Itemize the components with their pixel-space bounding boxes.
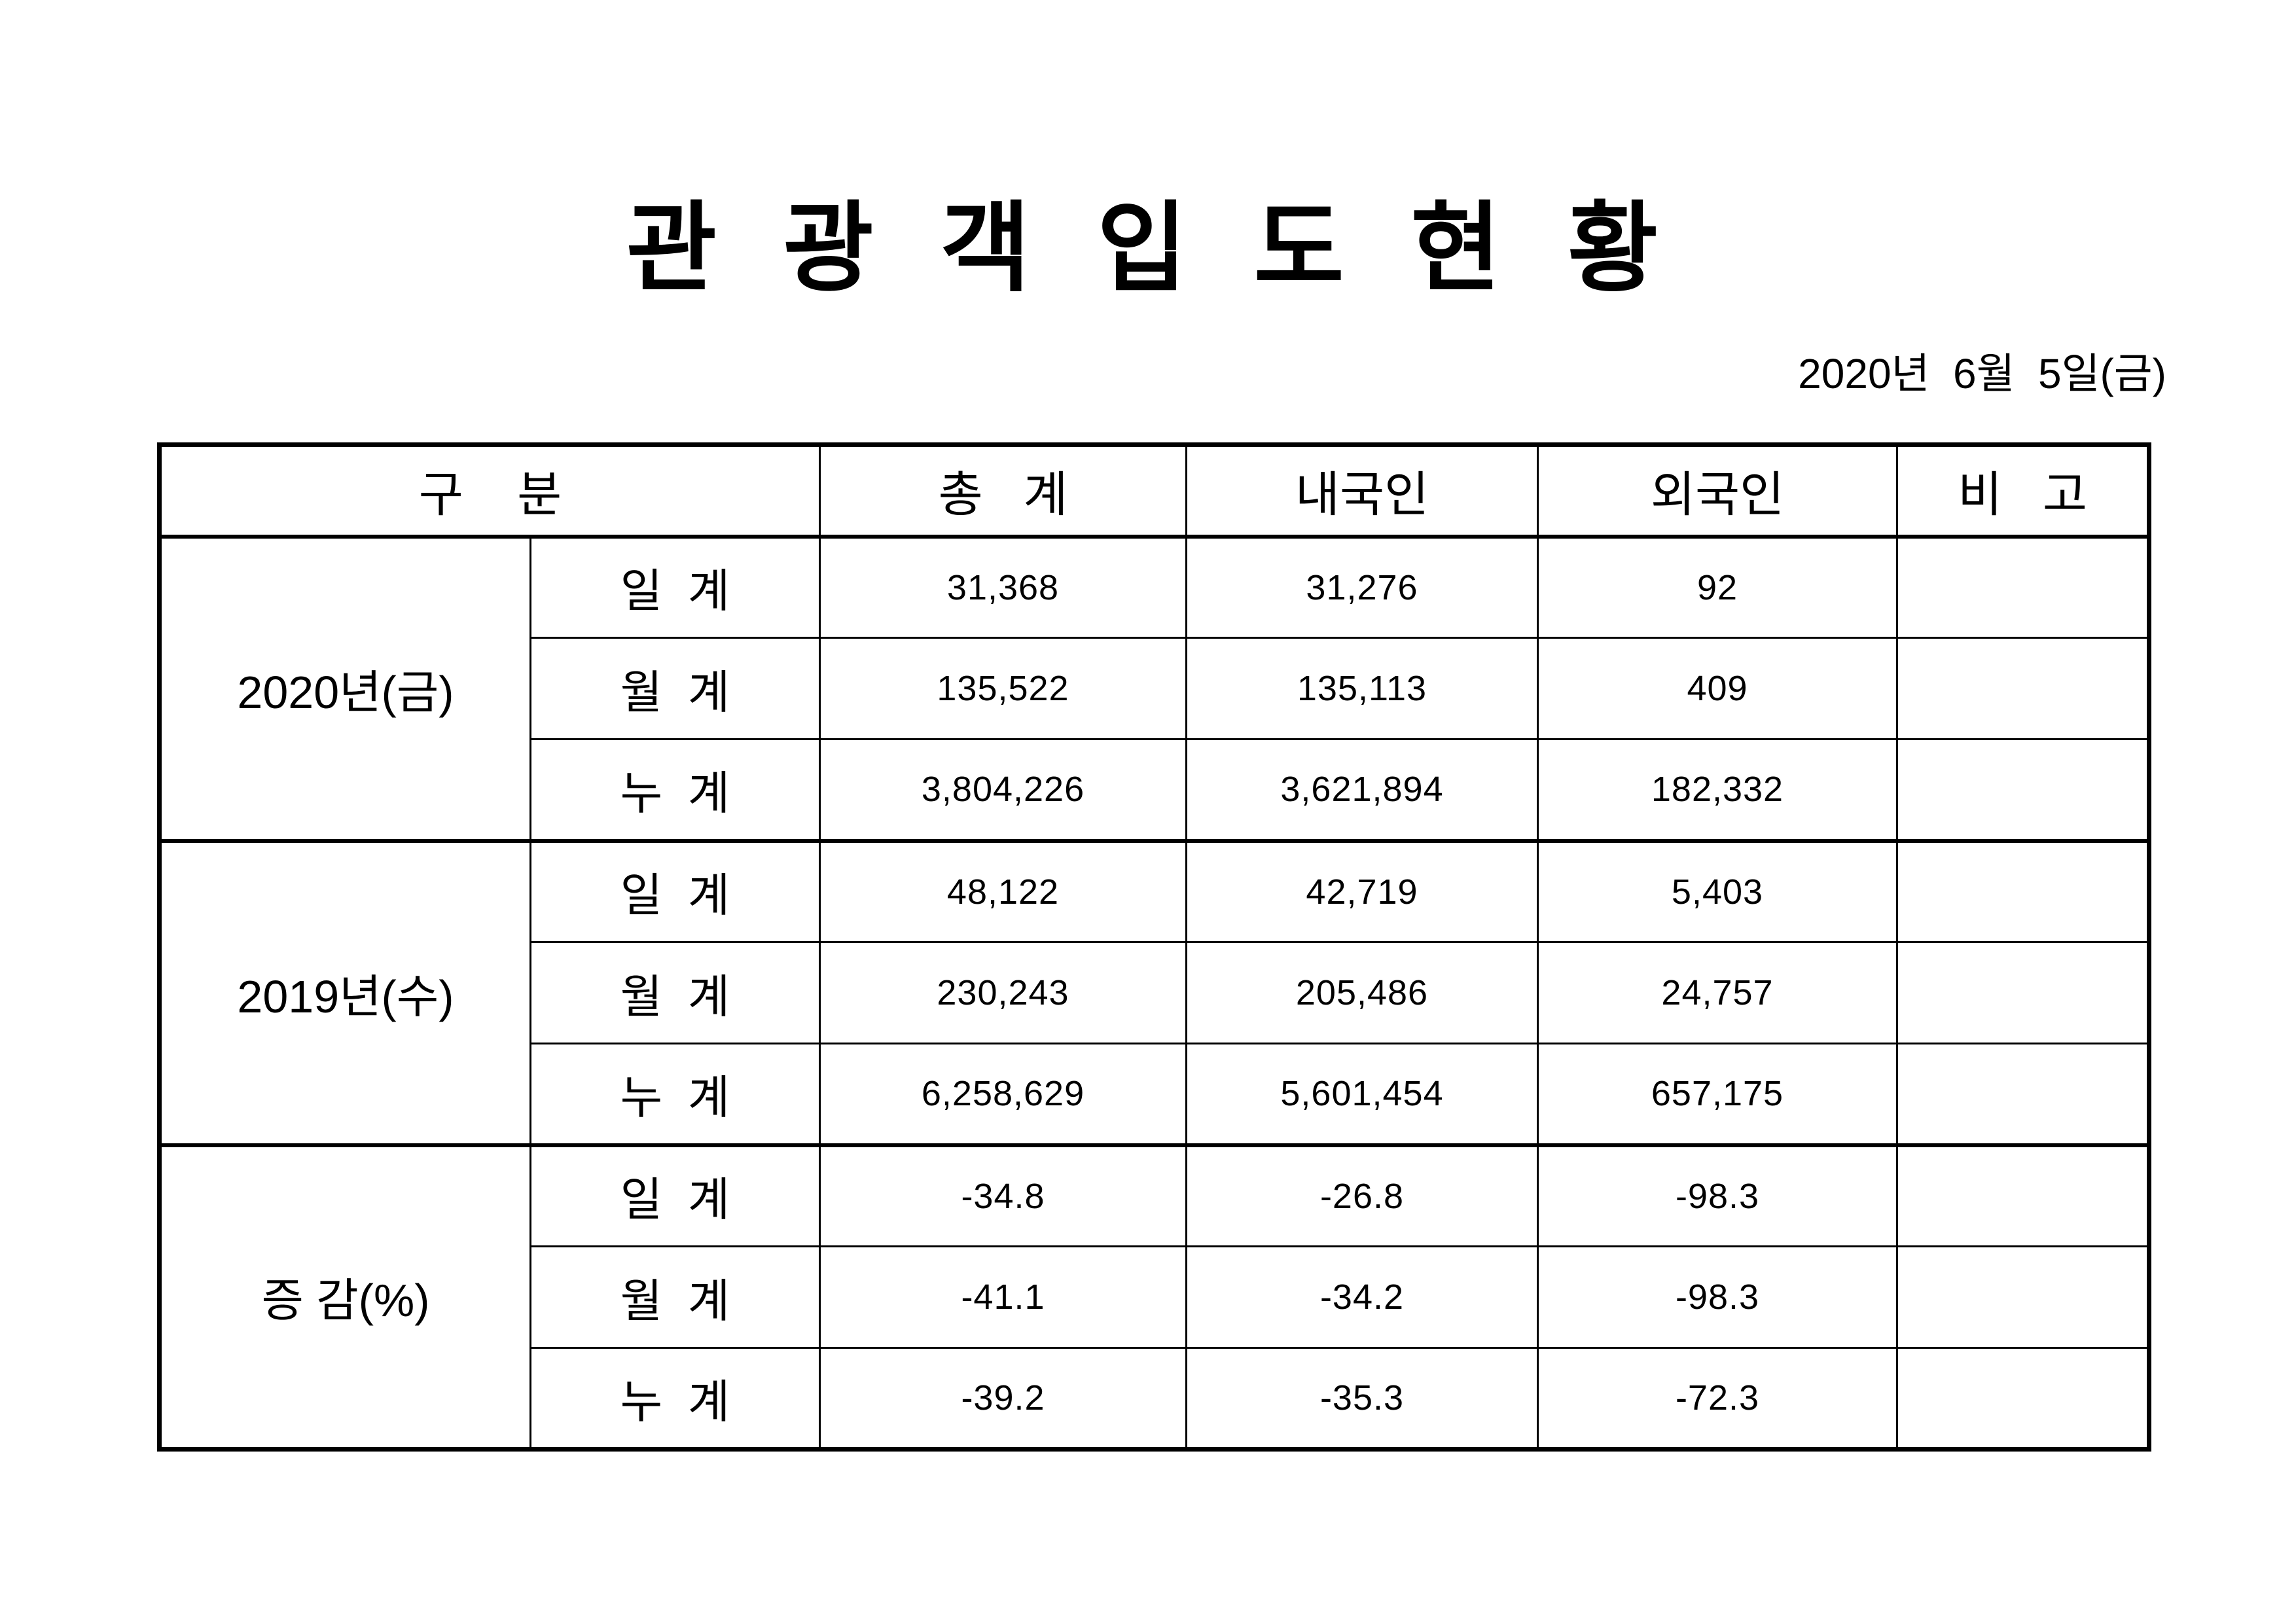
- cell-foreign: -98.3: [1537, 1245, 1898, 1349]
- group-label-2020: 2020년(금): [158, 534, 531, 842]
- row-label-cumulative: 누 계: [529, 1347, 821, 1450]
- table-row: 월 계 -41.1 -34.2 -98.3: [160, 1245, 2150, 1349]
- row-label-monthly: 월 계: [529, 941, 821, 1044]
- report-date: 2020년 6월 5일(금): [1798, 350, 2166, 397]
- cell-foreign: 5,403: [1537, 838, 1898, 943]
- row-label-cumulative: 누 계: [529, 1043, 821, 1146]
- cell-note: [1896, 1347, 2150, 1450]
- cell-total: 31,368: [819, 534, 1187, 639]
- cell-domestic: -34.2: [1185, 1245, 1539, 1349]
- table-row: 누 계 3,804,226 3,621,894 182,332: [160, 738, 2150, 842]
- column-header-total: 총 계: [819, 444, 1187, 539]
- cell-foreign: 409: [1537, 637, 1898, 740]
- cell-domestic: -26.8: [1185, 1143, 1539, 1247]
- table-row: 2019년(수) 일 계 48,122 42,719 5,403: [158, 838, 2150, 1146]
- cell-total: 48,122: [819, 838, 1187, 943]
- cell-foreign: 92: [1537, 534, 1898, 639]
- cell-foreign: 657,175: [1537, 1043, 1898, 1146]
- row-label-monthly: 월 계: [529, 637, 821, 740]
- column-header-foreign: 외국인: [1537, 444, 1898, 539]
- cell-note: [1896, 738, 2150, 842]
- column-header-note: 비 고: [1896, 444, 2150, 539]
- statistics-table: 구 분 총 계 내국인 외국인 비 고 2020년(금) 일 계 31,368 …: [157, 442, 2151, 1452]
- table-row: 누 계 -39.2 -35.3 -72.3: [160, 1347, 2150, 1450]
- cell-total: -39.2: [819, 1347, 1187, 1450]
- cell-total: 3,804,226: [819, 738, 1187, 842]
- cell-domestic: -35.3: [1185, 1347, 1539, 1450]
- cell-domestic: 5,601,454: [1185, 1043, 1539, 1146]
- row-label-monthly: 월 계: [529, 1245, 821, 1349]
- cell-foreign: -98.3: [1537, 1143, 1898, 1247]
- header-row: 구 분 총 계 내국인 외국인 비 고: [158, 444, 2150, 539]
- row-label-cumulative: 누 계: [529, 738, 821, 842]
- table-row: 증 감(%) 일 계 -34.8 -26.8 -98.3: [158, 1143, 2150, 1450]
- column-header-category: 구 분: [158, 444, 821, 539]
- cell-note: [1896, 1043, 2150, 1146]
- cell-note: [1896, 637, 2150, 740]
- cell-domestic: 205,486: [1185, 941, 1539, 1044]
- group-label-change: 증 감(%): [158, 1143, 531, 1450]
- cell-note: [1896, 838, 2150, 943]
- cell-note: [1896, 1245, 2150, 1349]
- column-header-domestic: 내국인: [1185, 444, 1539, 539]
- row-label-daily: 일 계: [529, 534, 821, 639]
- cell-total: 6,258,629: [819, 1043, 1187, 1146]
- row-label-daily: 일 계: [529, 1143, 821, 1247]
- cell-note: [1896, 1143, 2150, 1247]
- page-title: 관 광 객 입 도 현 황: [626, 193, 1678, 303]
- row-label-daily: 일 계: [529, 838, 821, 943]
- table-row: 누 계 6,258,629 5,601,454 657,175: [160, 1043, 2150, 1146]
- table-row: 월 계 230,243 205,486 24,757: [160, 941, 2150, 1044]
- cell-foreign: -72.3: [1537, 1347, 1898, 1450]
- cell-total: 135,522: [819, 637, 1187, 740]
- cell-foreign: 24,757: [1537, 941, 1898, 1044]
- cell-domestic: 135,113: [1185, 637, 1539, 740]
- cell-note: [1896, 534, 2150, 639]
- cell-total: -41.1: [819, 1245, 1187, 1349]
- group-label-2019: 2019년(수): [158, 838, 531, 1146]
- cell-domestic: 3,621,894: [1185, 738, 1539, 842]
- cell-domestic: 31,276: [1185, 534, 1539, 639]
- cell-total: 230,243: [819, 941, 1187, 1044]
- cell-total: -34.8: [819, 1143, 1187, 1247]
- table-row: 2020년(금) 일 계 31,368 31,276 92: [158, 534, 2150, 842]
- table-row: 월 계 135,522 135,113 409: [160, 637, 2150, 740]
- cell-domestic: 42,719: [1185, 838, 1539, 943]
- cell-note: [1896, 941, 2150, 1044]
- cell-foreign: 182,332: [1537, 738, 1898, 842]
